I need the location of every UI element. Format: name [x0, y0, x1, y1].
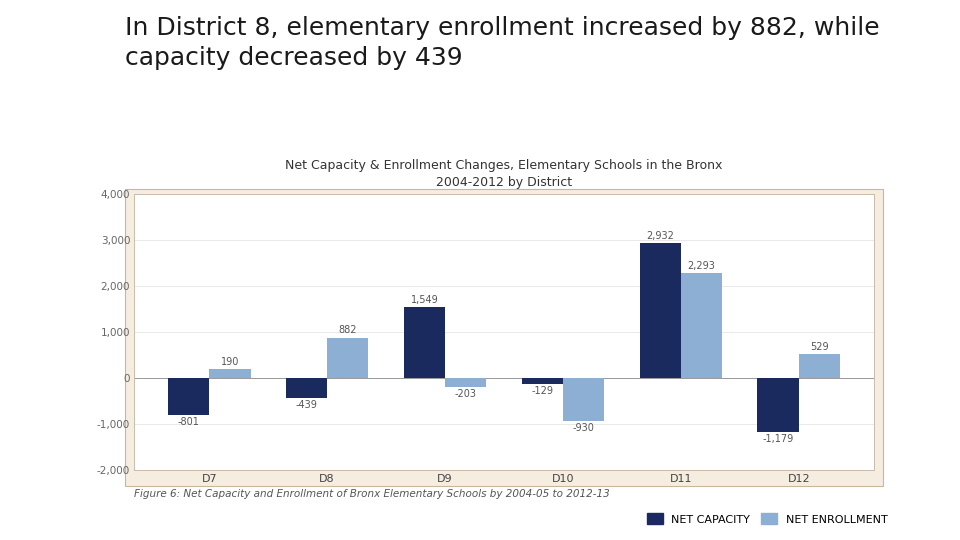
Title: Net Capacity & Enrollment Changes, Elementary Schools in the Bronx
2004-2012 by : Net Capacity & Enrollment Changes, Eleme…	[285, 159, 723, 189]
Bar	[404, 307, 445, 378]
Bar	[563, 378, 604, 421]
Text: -129: -129	[531, 386, 553, 396]
Bar	[757, 378, 799, 432]
Text: -801: -801	[178, 417, 200, 427]
Legend: NET CAPACITY, NET ENROLLMENT: NET CAPACITY, NET ENROLLMENT	[642, 509, 892, 529]
Text: -930: -930	[573, 423, 594, 433]
Bar	[168, 378, 209, 415]
Text: -203: -203	[455, 389, 477, 400]
Text: Figure 6: Net Capacity and Enrollment of Bronx Elementary Schools by 2004-05 to : Figure 6: Net Capacity and Enrollment of…	[134, 489, 611, 499]
Bar	[681, 273, 722, 378]
Text: 882: 882	[339, 326, 357, 335]
Text: 2,293: 2,293	[687, 261, 715, 271]
Bar	[209, 369, 251, 378]
Text: 2,932: 2,932	[646, 231, 674, 241]
Bar	[521, 378, 563, 384]
Text: 529: 529	[810, 342, 828, 352]
Bar	[327, 338, 369, 378]
Bar	[286, 378, 327, 398]
Bar	[639, 244, 681, 378]
Text: 190: 190	[221, 357, 239, 367]
Text: -439: -439	[296, 400, 318, 410]
Text: 1,549: 1,549	[411, 295, 439, 305]
Text: -1,179: -1,179	[762, 434, 794, 444]
Bar	[799, 354, 840, 378]
Text: In District 8, elementary enrollment increased by 882, while
capacity decreased : In District 8, elementary enrollment inc…	[125, 16, 879, 70]
Bar	[445, 378, 487, 387]
